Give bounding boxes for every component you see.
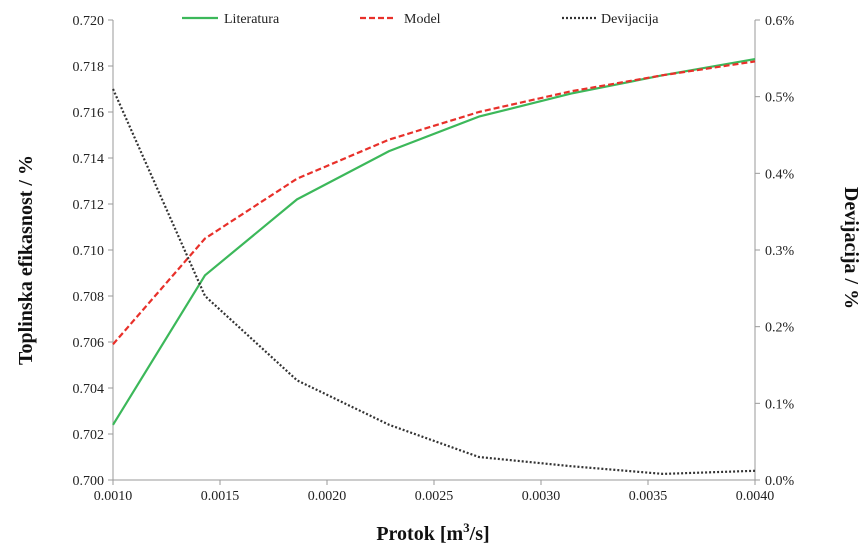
x-axis-ticks: 0.0010 0.0015 0.0020 0.0025 0.0030 0.0035 0.00…: [94, 480, 775, 504]
y-right-tick-label: 0.4%: [765, 167, 795, 182]
series-line-devijacija: [111, 88, 756, 475]
y-right-tick-label: 0.6%: [765, 14, 795, 29]
x-tick-label: 0.0010: [94, 489, 133, 504]
y-left-tick-label: 0.712: [73, 198, 105, 213]
legend-label-model: Model: [404, 12, 441, 27]
x-tick-label: 0.0035: [629, 489, 668, 504]
right-y-axis-ticks: 0.0% 0.1% 0.2% 0.3% 0.4% 0.5% 0.6%: [755, 14, 795, 489]
left-y-axis-ticks: 0.700 0.702 0.704 0.706 0.708 0.710 0.712 0.714…: [73, 14, 113, 489]
y-right-tick-label: 0.2%: [765, 321, 795, 336]
series-line-model: [112, 60, 756, 346]
y-right-tick-label: 0.3%: [765, 244, 795, 259]
y-left-tick-label: 0.716: [73, 106, 105, 121]
series-line-literatura: [112, 58, 756, 426]
series-lines: [111, 58, 756, 475]
y-left-tick-label: 0.704: [73, 382, 105, 397]
legend: Literatura Model Devijacija: [182, 12, 659, 27]
y-left-tick-label: 0.710: [73, 244, 105, 259]
y-right-tick-label: 0.0%: [765, 474, 795, 489]
x-tick-label: 0.0040: [736, 489, 775, 504]
x-tick-label: 0.0025: [415, 489, 454, 504]
y-left-tick-label: 0.700: [73, 474, 105, 489]
y-right-tick-label: 0.1%: [765, 397, 795, 412]
x-tick-label: 0.0020: [308, 489, 347, 504]
y-left-tick-label: 0.720: [73, 14, 105, 29]
plot-area: [112, 20, 756, 481]
y-left-tick-label: 0.702: [73, 428, 105, 443]
x-tick-label: 0.0030: [522, 489, 561, 504]
y-left-tick-label: 0.706: [73, 336, 105, 351]
y-left-tick-label: 0.708: [73, 290, 105, 305]
x-tick-label: 0.0015: [201, 489, 240, 504]
legend-label-literatura: Literatura: [224, 12, 280, 27]
y-right-tick-label: 0.5%: [765, 91, 795, 106]
y-left-tick-label: 0.718: [73, 60, 105, 75]
y-left-tick-label: 0.714: [73, 152, 105, 167]
x-axis-title: Protok [m3/s]: [376, 520, 489, 545]
left-y-axis-title: Toplinska efikasnost / %: [15, 155, 37, 365]
legend-label-devijacija: Devijacija: [601, 12, 659, 27]
right-y-axis-title: Devijacija / %: [840, 187, 862, 309]
